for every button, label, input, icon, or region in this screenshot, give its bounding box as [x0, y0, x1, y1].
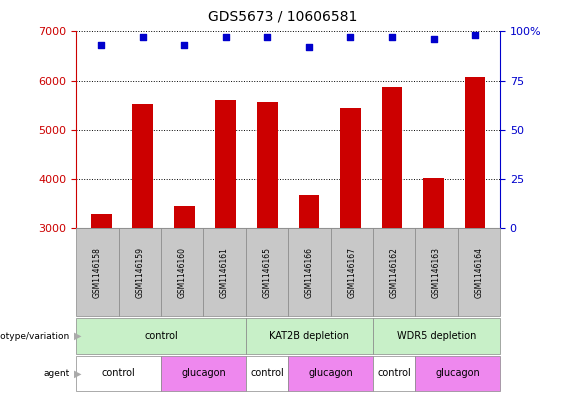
Point: [471, 32, 480, 39]
Text: GSM1146162: GSM1146162: [390, 247, 398, 298]
Bar: [257, 102, 278, 228]
Text: control: control: [144, 331, 178, 341]
Point: [346, 34, 355, 40]
Point: [138, 34, 147, 40]
Text: WDR5 depletion: WDR5 depletion: [397, 331, 476, 341]
Point: [180, 42, 189, 48]
Text: GSM1146166: GSM1146166: [305, 247, 314, 298]
Bar: [340, 108, 361, 228]
Text: control: control: [250, 368, 284, 378]
Text: GSM1146161: GSM1146161: [220, 247, 229, 298]
Point: [305, 44, 314, 50]
Bar: [381, 87, 402, 228]
Text: KAT2B depletion: KAT2B depletion: [270, 331, 349, 341]
Bar: [298, 195, 319, 228]
Point: [263, 34, 272, 40]
Text: GSM1146164: GSM1146164: [475, 247, 483, 298]
Bar: [423, 178, 444, 228]
Text: GSM1146167: GSM1146167: [347, 247, 356, 298]
Text: glucagon: glucagon: [308, 368, 353, 378]
Text: GSM1146165: GSM1146165: [263, 247, 271, 298]
Point: [388, 34, 397, 40]
Text: control: control: [102, 368, 136, 378]
Bar: [91, 214, 112, 228]
Text: GSM1146158: GSM1146158: [93, 247, 102, 298]
Text: genotype/variation: genotype/variation: [0, 332, 69, 340]
Text: GDS5673 / 10606581: GDS5673 / 10606581: [208, 10, 357, 24]
Point: [221, 34, 231, 40]
Text: glucagon: glucagon: [435, 368, 480, 378]
Text: GSM1146163: GSM1146163: [432, 247, 441, 298]
Text: agent: agent: [44, 369, 69, 378]
Text: ▶: ▶: [74, 331, 81, 341]
Text: control: control: [377, 368, 411, 378]
Text: ▶: ▶: [74, 368, 81, 378]
Text: GSM1146159: GSM1146159: [136, 247, 144, 298]
Text: glucagon: glucagon: [181, 368, 226, 378]
Point: [429, 36, 438, 42]
Text: GSM1146160: GSM1146160: [178, 247, 186, 298]
Bar: [215, 100, 236, 228]
Bar: [465, 77, 485, 228]
Point: [97, 42, 106, 48]
Bar: [174, 206, 195, 228]
Bar: [132, 104, 153, 228]
